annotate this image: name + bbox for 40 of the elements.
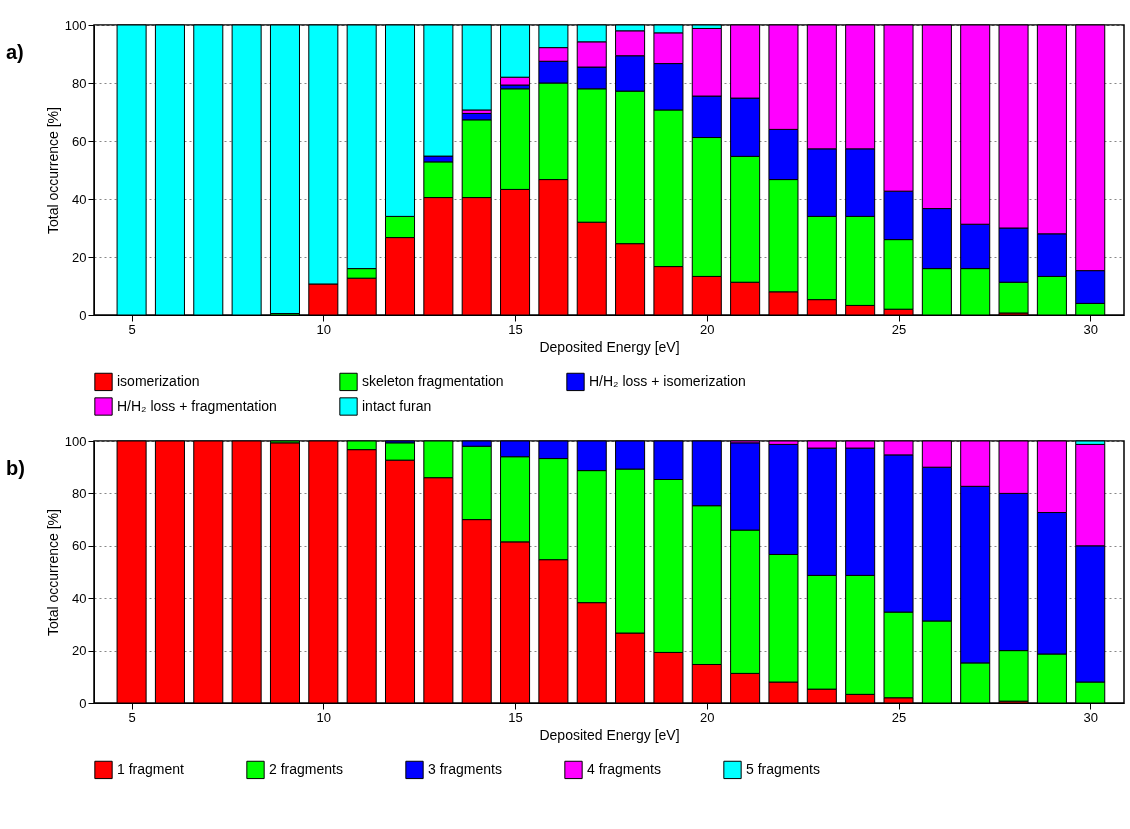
- legend-label: isomerization: [117, 372, 200, 389]
- y-tick-label: 0: [79, 307, 87, 323]
- y-tick-label: 60: [72, 133, 87, 149]
- y-tick-label: 40: [72, 191, 87, 207]
- legend-label: H/H₂ loss + isomerization: [589, 372, 746, 389]
- x-tick-label: 5: [128, 321, 136, 337]
- x-tick-label: 20: [700, 709, 715, 725]
- x-axis-title: Deposited Energy [eV]: [539, 338, 680, 355]
- x-tick-label: 30: [1083, 709, 1098, 725]
- legend-label: 1 fragment: [117, 760, 185, 777]
- legend-label: 2 fragments: [269, 760, 343, 777]
- y-tick-label: 100: [64, 433, 87, 449]
- x-tick-label: 15: [508, 709, 523, 725]
- legend-label: 5 fragments: [746, 760, 820, 777]
- y-axis-title: Total occurrence [%]: [44, 509, 61, 636]
- y-tick-label: 20: [72, 249, 87, 265]
- y-tick-label: 80: [72, 485, 87, 501]
- x-tick-label: 25: [891, 321, 907, 337]
- x-tick-label: 30: [1083, 321, 1098, 337]
- x-axis-title: Deposited Energy [eV]: [539, 726, 680, 743]
- y-tick-label: 60: [72, 538, 87, 554]
- x-tick-label: 5: [128, 709, 136, 725]
- y-tick-label: 100: [64, 17, 87, 33]
- y-tick-label: 20: [72, 643, 87, 659]
- y-tick-label: 0: [79, 695, 87, 711]
- x-tick-label: 20: [700, 321, 715, 337]
- y-axis-title: Total occurrence [%]: [44, 107, 61, 234]
- text: a): [6, 41, 24, 63]
- x-tick-label: 10: [316, 321, 332, 337]
- legend-label: skeleton fragmentation: [362, 372, 504, 389]
- legend-label: 4 fragments: [587, 760, 661, 777]
- y-tick-label: 80: [72, 75, 87, 91]
- legend-label: 3 fragments: [428, 760, 502, 777]
- y-tick-label: 40: [72, 590, 87, 606]
- text: b): [6, 457, 25, 479]
- legend-label: H/H₂ loss + fragmentation: [117, 397, 277, 414]
- x-tick-label: 25: [891, 709, 907, 725]
- x-tick-label: 15: [508, 321, 523, 337]
- legend-label: intact furan: [362, 397, 432, 414]
- x-tick-label: 10: [316, 709, 332, 725]
